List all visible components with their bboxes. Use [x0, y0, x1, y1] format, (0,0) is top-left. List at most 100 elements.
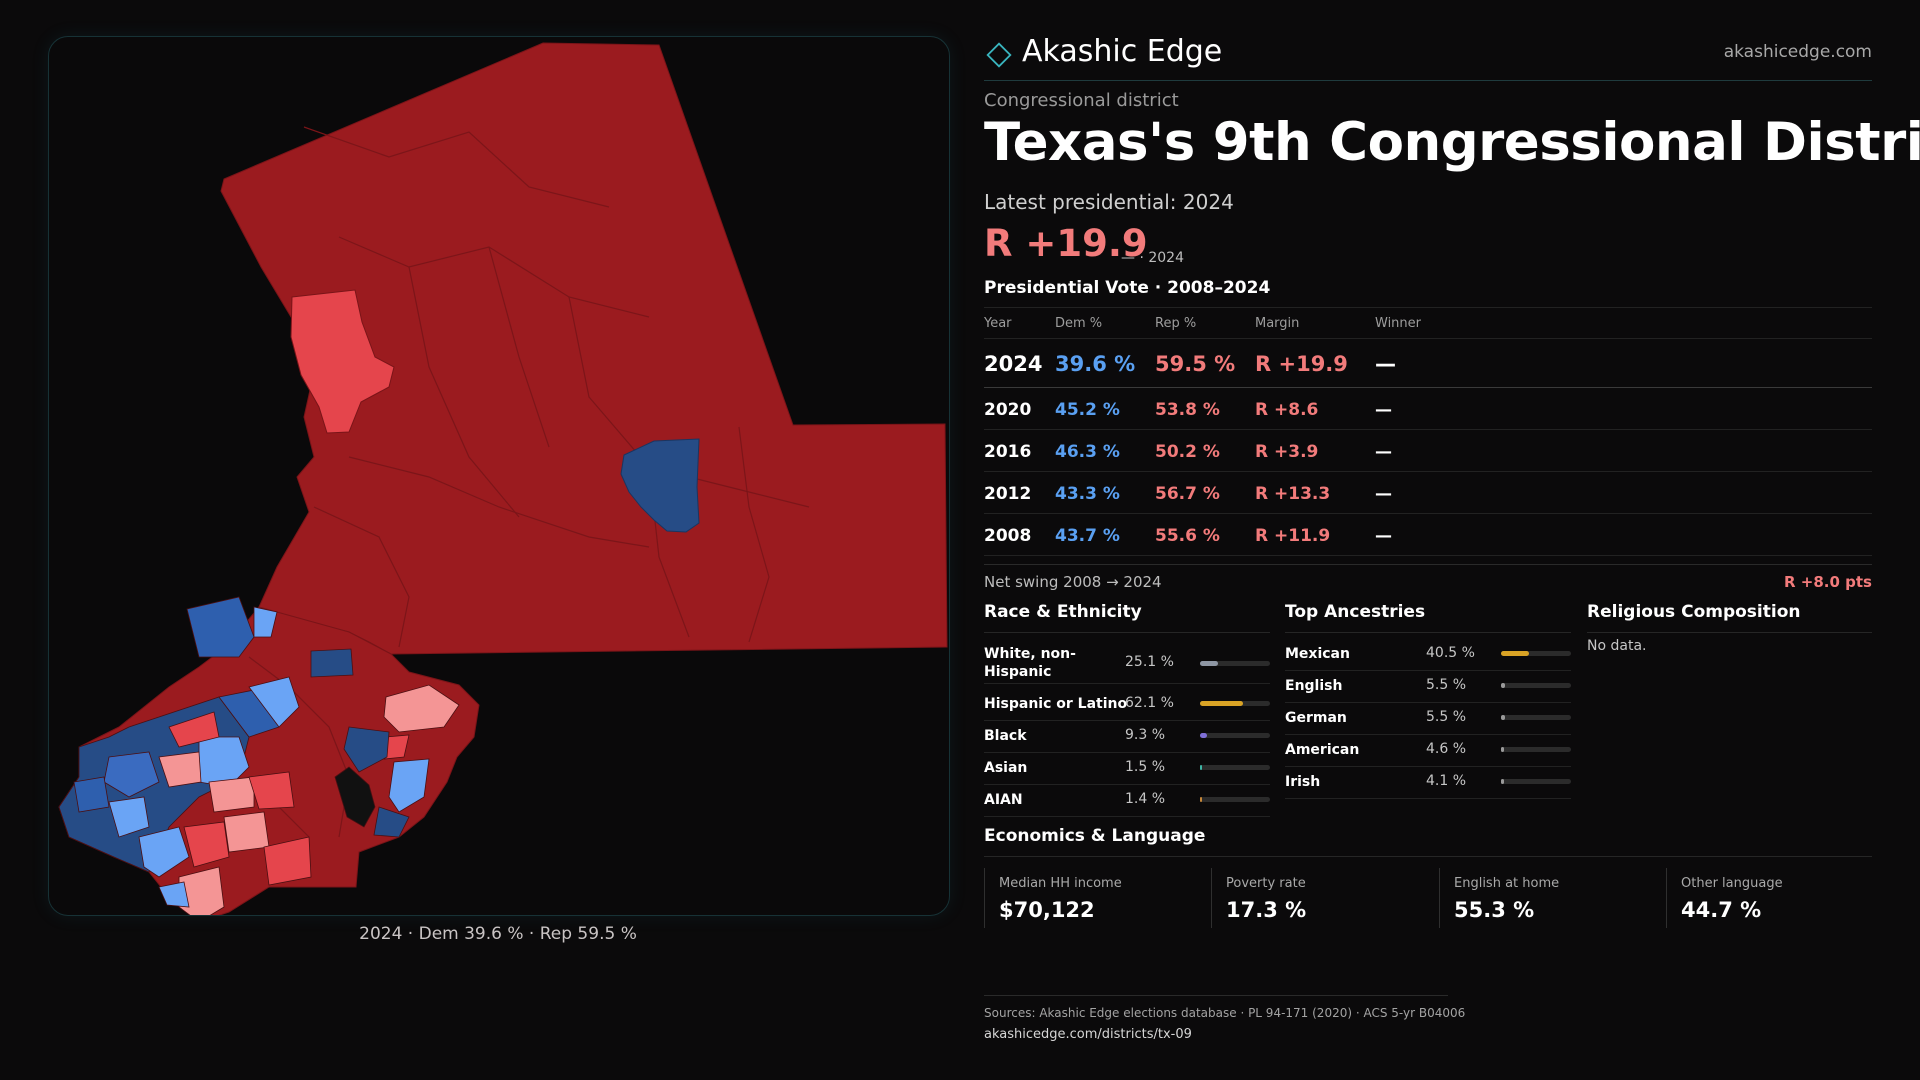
cell-year: 2016	[984, 442, 1032, 462]
cell-year: 2012	[984, 484, 1032, 504]
map-precinct-mosaic	[58, 596, 460, 915]
cell-winner: —	[1375, 526, 1392, 546]
econ-value: $70,122	[999, 898, 1095, 922]
cell-winner: —	[1375, 352, 1396, 376]
race-bar-fill	[1200, 661, 1218, 666]
bar-label: German	[1285, 710, 1347, 726]
bar-value: 62.1 %	[1125, 695, 1174, 711]
cell-dem: 43.7 %	[1055, 526, 1120, 546]
race-row-hispanic: Hispanic or Latino 62.1 %	[984, 688, 1270, 721]
map-caption: 2024 · Dem 39.6 % · Rep 59.5 %	[359, 924, 637, 944]
religion-section-title: Religious Composition	[1587, 602, 1801, 622]
bar-label: American	[1285, 742, 1360, 758]
district-map[interactable]	[48, 36, 950, 916]
bar-label: Irish	[1285, 774, 1321, 790]
econ-label: Poverty rate	[1226, 876, 1306, 891]
bar-value: 1.5 %	[1125, 759, 1166, 775]
page-title: Texas's 9th Congressional District	[984, 112, 1920, 173]
bar-track	[1501, 747, 1571, 752]
brand-url-link[interactable]: akashicedge.com	[1723, 42, 1872, 62]
bar-track	[1501, 683, 1571, 688]
col-header-margin: Margin	[1255, 316, 1300, 331]
cell-dem: 45.2 %	[1055, 400, 1120, 420]
cell-dem: 46.3 %	[1055, 442, 1120, 462]
vote-table-title: Presidential Vote · 2008–2024	[984, 278, 1271, 298]
bar-value: 9.3 %	[1125, 727, 1166, 743]
cell-year: 2008	[984, 526, 1032, 546]
race-section-divider	[984, 632, 1270, 633]
race-row-asian: Asian 1.5 %	[984, 752, 1270, 785]
col-header-dem: Dem %	[1055, 316, 1103, 331]
net-swing-row: Net swing 2008 → 2024 R +8.0 pts	[984, 564, 1872, 595]
bar-label: White, non-Hispanic	[984, 646, 1076, 680]
map-region-west-county	[290, 289, 395, 434]
bar-value: 4.6 %	[1426, 741, 1467, 757]
cell-rep: 59.5 %	[1155, 352, 1236, 376]
bar-value: 5.5 %	[1426, 677, 1467, 693]
bar-track	[1501, 715, 1571, 720]
ancestry-row: Irish 4.1 %	[1285, 766, 1571, 799]
district-map-svg[interactable]	[49, 37, 949, 915]
economics-section-title: Economics & Language	[984, 826, 1206, 846]
econ-cell-other-language: Other language 44.7 %	[1666, 868, 1873, 928]
econ-value: 44.7 %	[1681, 898, 1762, 922]
econ-cell-income: Median HH income $70,122	[984, 868, 1198, 928]
bar-track	[1200, 765, 1270, 770]
brand-header: Akashic Edge akashicedge.com	[984, 30, 1872, 81]
ancestry-row: German 5.5 %	[1285, 702, 1571, 735]
bar-label: English	[1285, 678, 1343, 694]
cell-winner: —	[1375, 484, 1392, 504]
district-url-link[interactable]: akashicedge.com/districts/tx-09	[984, 1027, 1192, 1042]
map-region-north	[220, 42, 948, 655]
vote-table-header: Year Dem % Rep % Margin Winner	[984, 307, 1872, 339]
cell-margin: R +11.9	[1255, 526, 1331, 546]
cell-year: 2024	[984, 352, 1043, 376]
bar-track	[1501, 651, 1571, 656]
col-header-year: Year	[984, 316, 1012, 331]
bar-label: Asian	[984, 760, 1028, 776]
bar-value: 25.1 %	[1125, 654, 1174, 670]
cell-winner: —	[1375, 400, 1392, 420]
econ-label: Median HH income	[999, 876, 1122, 891]
ancestry-row: English 5.5 %	[1285, 670, 1571, 703]
econ-label: English at home	[1454, 876, 1560, 891]
bar-track	[1200, 701, 1270, 706]
economics-grid: Median HH income $70,122 Poverty rate 17…	[984, 868, 1872, 928]
bar-value: 40.5 %	[1426, 645, 1475, 661]
race-bar-fill	[1200, 797, 1202, 802]
economics-section-divider	[984, 856, 1872, 857]
cell-margin: R +13.3	[1255, 484, 1331, 504]
cell-margin: R +3.9	[1255, 442, 1319, 462]
bar-label: AIAN	[984, 792, 1023, 808]
net-swing-value: R +8.0 pts	[1784, 573, 1872, 591]
econ-value: 17.3 %	[1226, 898, 1307, 922]
sources-divider	[984, 995, 1448, 996]
ancestry-bar-fill	[1501, 715, 1505, 720]
ancestry-row: Mexican 40.5 %	[1285, 638, 1571, 671]
race-bar-fill	[1200, 701, 1243, 706]
brand-name[interactable]: Akashic Edge	[1022, 34, 1223, 69]
cell-year: 2020	[984, 400, 1032, 420]
econ-cell-english: English at home 55.3 %	[1439, 868, 1653, 928]
bar-track	[1501, 779, 1571, 784]
ancestry-bar-fill	[1501, 747, 1504, 752]
econ-label: Other language	[1681, 876, 1783, 891]
sources-text: Sources: Akashic Edge elections database…	[984, 1006, 1466, 1020]
headline-margin-year: — · 2024	[1121, 250, 1184, 266]
cell-dem: 39.6 %	[1055, 352, 1136, 376]
bar-track	[1200, 661, 1270, 666]
diamond-logo-icon[interactable]	[984, 40, 1014, 70]
ancestry-bar-fill	[1501, 779, 1504, 784]
econ-cell-poverty: Poverty rate 17.3 %	[1211, 868, 1425, 928]
race-row-white: White, non-Hispanic 25.1 %	[984, 641, 1270, 684]
cell-winner: —	[1375, 442, 1392, 462]
cell-dem: 43.3 %	[1055, 484, 1120, 504]
econ-value: 55.3 %	[1454, 898, 1535, 922]
bar-label: Mexican	[1285, 646, 1350, 662]
col-header-winner: Winner	[1375, 316, 1422, 331]
bar-track	[1200, 797, 1270, 802]
table-row: 2020 45.2 % 53.8 % R +8.6 —	[984, 388, 1872, 430]
race-bar-fill	[1200, 765, 1202, 770]
vote-table: Year Dem % Rep % Margin Winner 2024 39.6…	[984, 307, 1872, 556]
col-header-rep: Rep %	[1155, 316, 1197, 331]
